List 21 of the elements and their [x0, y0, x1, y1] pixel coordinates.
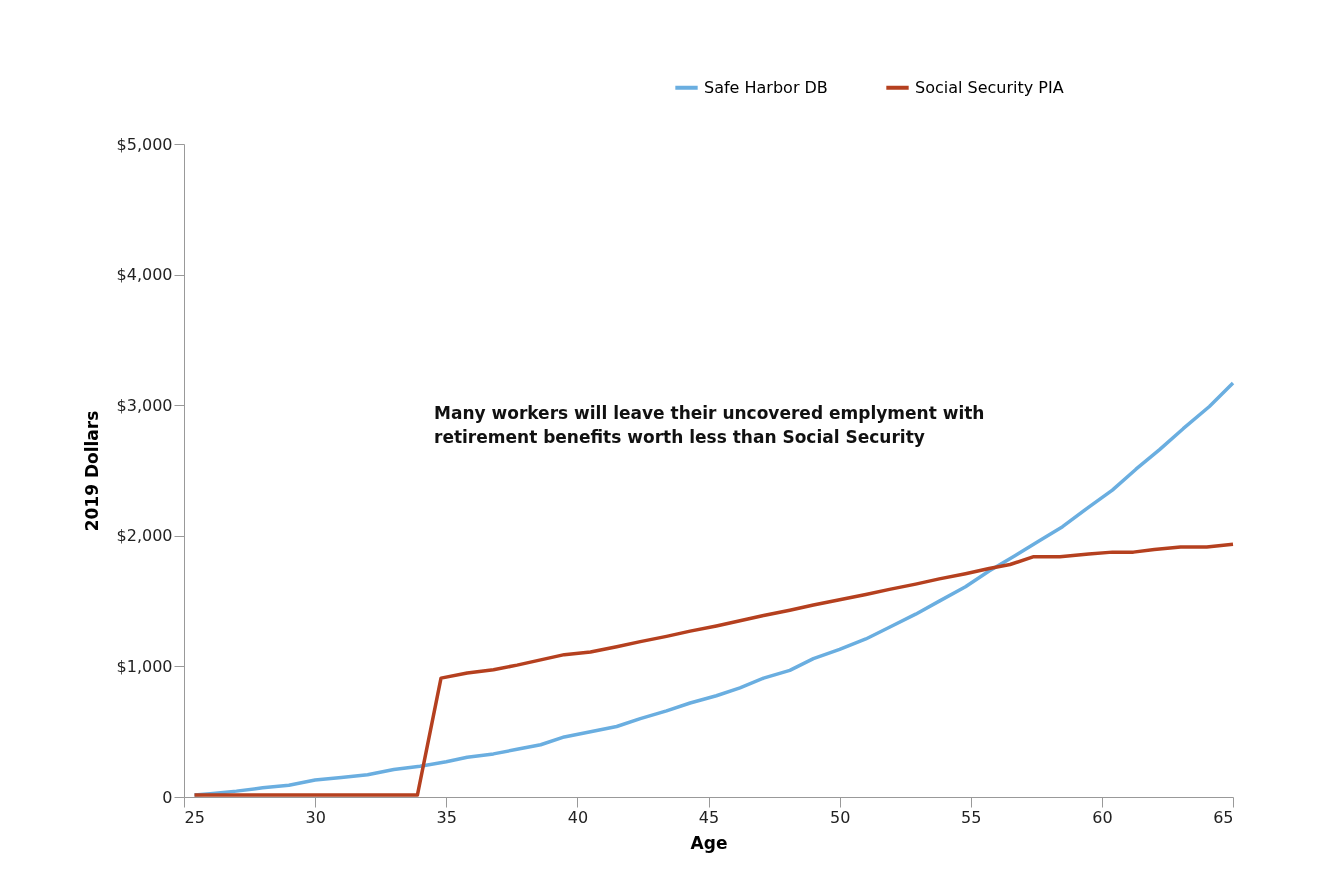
x-tick-label: 55 [961, 807, 982, 827]
x-tick-label: 35 [436, 807, 457, 827]
y-axis-title: 2019 Dollars [81, 410, 102, 532]
x-axis-title: Age [690, 832, 728, 853]
x-tick-label: 60 [1092, 807, 1113, 827]
y-tick-label: $2,000 [116, 526, 173, 546]
x-tick-label: 45 [698, 807, 720, 827]
y-tick-label: $1,000 [116, 656, 173, 676]
line-series [192, 542, 1235, 797]
x-tick-label: 30 [305, 807, 326, 827]
legend-label: Safe Harbor DB [704, 77, 828, 97]
x-tick-label: 25 [184, 807, 205, 827]
x-tick-label: 65 [1213, 807, 1234, 827]
x-tick-label: 40 [567, 807, 589, 827]
y-tick-label: $4,000 [116, 265, 173, 285]
x-tick-label: 50 [829, 807, 851, 827]
y-tick-label: 0 [162, 787, 173, 807]
legend-label: Social Security PIA [915, 77, 1064, 97]
annotation: Many workers will leave their uncovered emplyment with retirement benefits worth less than Social Security [434, 403, 985, 447]
y-tick-label: $3,000 [116, 395, 173, 415]
y-tick-label: $5,000 [116, 134, 173, 154]
